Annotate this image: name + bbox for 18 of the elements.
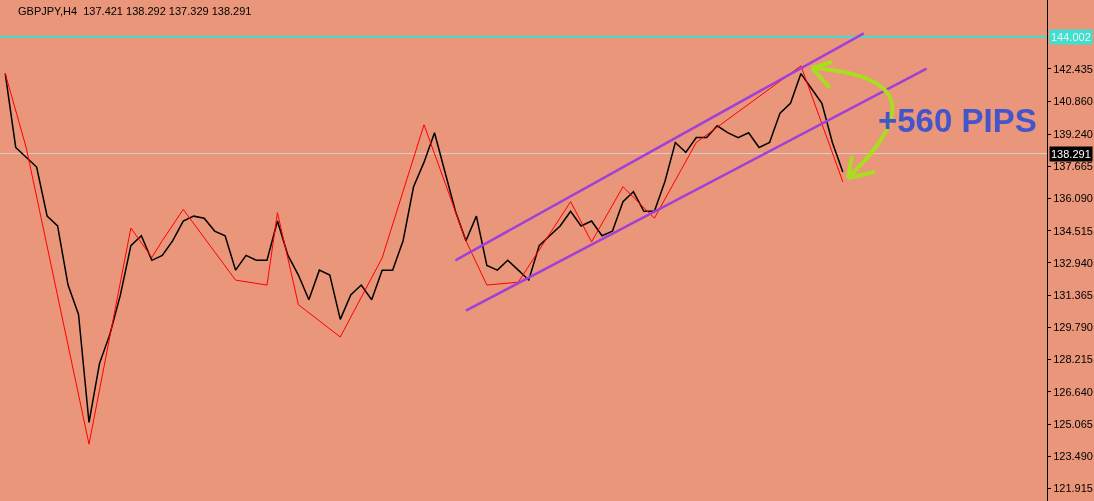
y-tick-label: 121.915 xyxy=(1053,482,1093,495)
y-tick-label: 140.860 xyxy=(1053,94,1093,107)
y-tick-label: 123.490 xyxy=(1053,450,1093,463)
y-tick-label: 136.090 xyxy=(1053,192,1093,205)
y-tick-label: 132.940 xyxy=(1053,256,1093,269)
ref-line-label: 138.291 xyxy=(1051,148,1091,160)
ref-line-label: 144.002 xyxy=(1051,31,1091,43)
y-tick-label: 129.790 xyxy=(1053,321,1093,334)
y-tick-label: 134.515 xyxy=(1053,224,1093,237)
y-tick-label: 126.640 xyxy=(1053,385,1093,398)
annotation: +560 PIPS xyxy=(878,102,1037,139)
y-tick-label: 131.365 xyxy=(1053,289,1093,302)
y-tick-label: 137.665 xyxy=(1053,160,1093,173)
y-tick-label: 139.240 xyxy=(1053,128,1093,140)
chart-title: GBPJPY,H4 137.421 138.292 137.329 138.291 xyxy=(18,5,252,17)
y-tick-label: 125.065 xyxy=(1053,417,1093,430)
y-tick-label: 142.435 xyxy=(1053,62,1093,75)
y-tick-label: 128.215 xyxy=(1053,353,1093,366)
